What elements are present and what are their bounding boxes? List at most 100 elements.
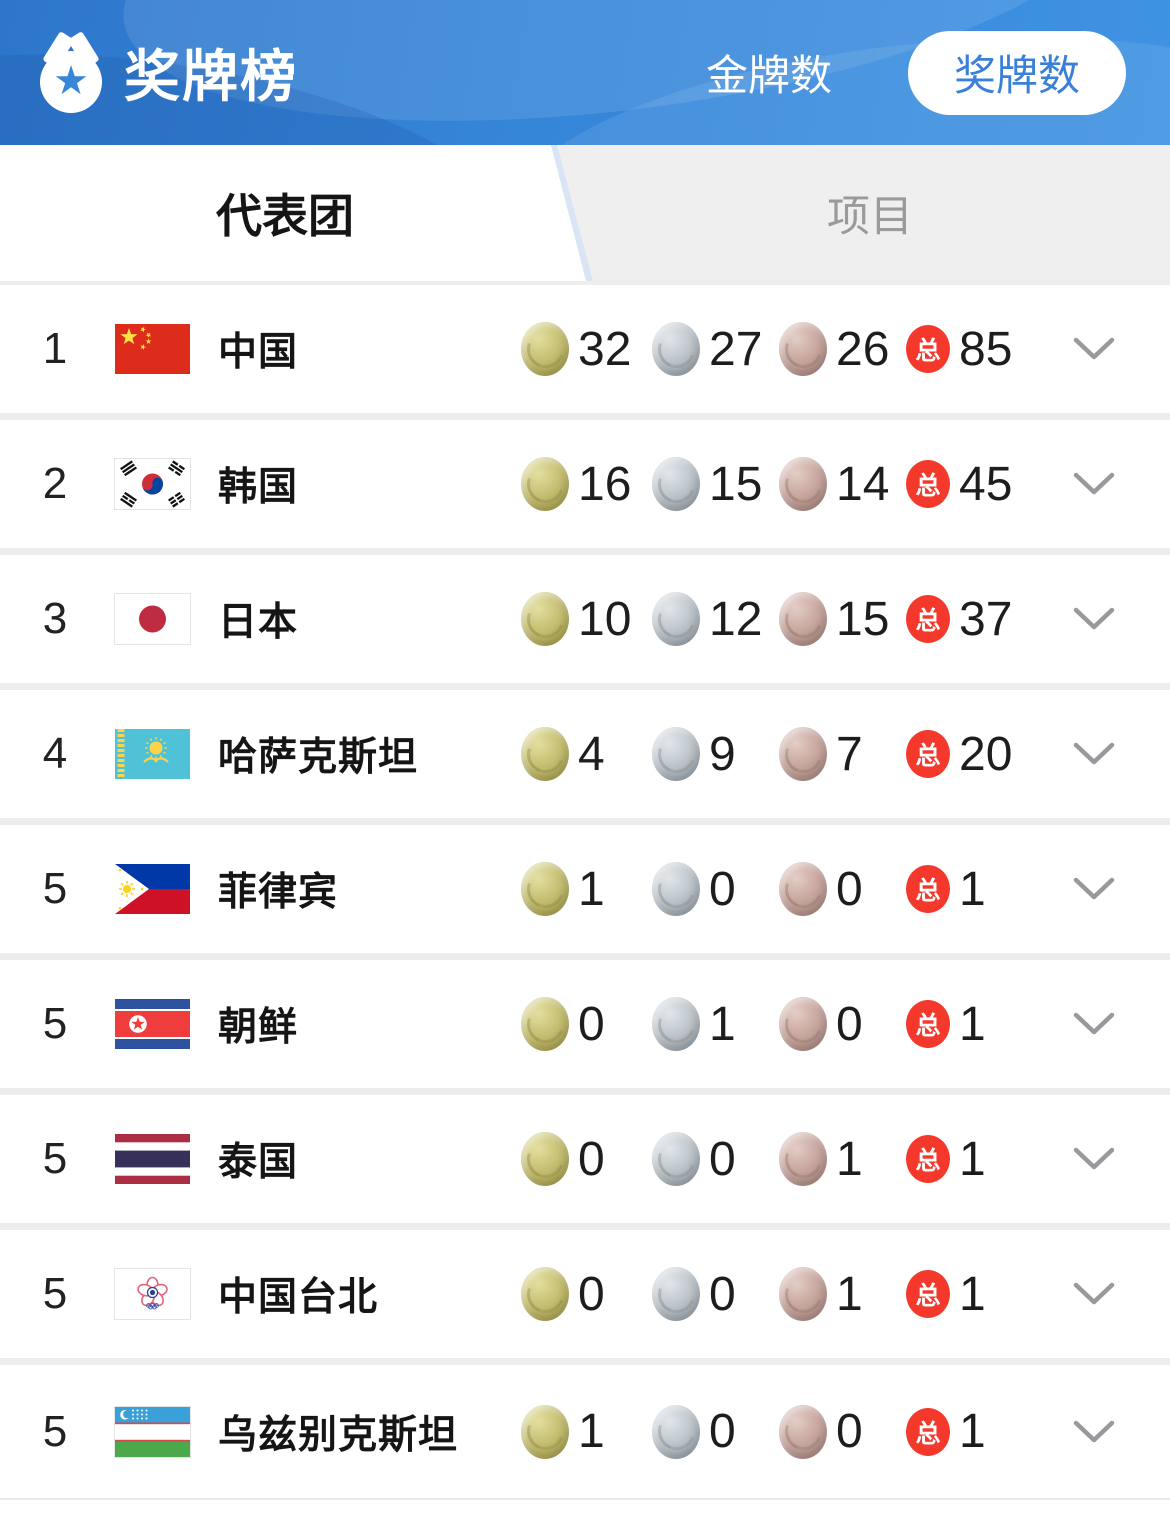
table-row[interactable]: 2 韩国 16 15 14 总 45 <box>0 420 1170 555</box>
gold-count: 1 <box>578 1405 605 1458</box>
table-row[interactable]: 5 菲律宾 1 0 0 总 1 <box>0 825 1170 960</box>
total-badge-icon: 总 <box>906 595 950 643</box>
bronze-count: 1 <box>836 1132 863 1186</box>
footer-space <box>0 1500 1170 1523</box>
bronze-medal-icon <box>779 1404 827 1459</box>
rank: 5 <box>42 864 68 913</box>
bronze-medal-icon <box>779 592 827 646</box>
silver-count: 27 <box>709 322 763 376</box>
country-name: 菲律宾 <box>218 871 339 914</box>
table-row[interactable]: 1 中国 32 27 26 总 85 <box>0 285 1170 420</box>
page-title: 奖牌榜 <box>124 45 298 108</box>
chevron-down-icon[interactable] <box>1066 1095 1122 1223</box>
flag-ph <box>115 864 190 914</box>
rank: 5 <box>42 1269 68 1318</box>
silver-count: 0 <box>709 862 736 916</box>
medal-star-icon: ★ <box>34 30 108 115</box>
bronze-count: 0 <box>836 862 863 916</box>
silver-medal-icon <box>652 1404 700 1459</box>
country-name: 泰国 <box>218 1141 299 1184</box>
bronze-medal-icon <box>779 1267 827 1321</box>
flag-kz <box>115 729 190 779</box>
total-count: 85 <box>959 322 1013 376</box>
flag-uz <box>114 1405 191 1458</box>
bronze-medal-icon <box>779 322 827 376</box>
flag-kp <box>115 999 190 1049</box>
country-name: 乌兹别克斯坦 <box>218 1413 459 1457</box>
total-badge-icon: 总 <box>906 730 950 778</box>
chevron-down-icon[interactable] <box>1066 285 1122 413</box>
table-row[interactable]: 4 哈萨克斯坦 4 9 7 总 20 <box>0 690 1170 825</box>
total-count: 20 <box>959 727 1013 781</box>
chevron-down-icon[interactable] <box>1066 825 1122 953</box>
chevron-down-icon[interactable] <box>1066 555 1122 683</box>
gold-count: 0 <box>578 997 605 1051</box>
rank: 5 <box>42 1134 68 1183</box>
rank: 5 <box>42 999 68 1048</box>
medal-table: 1 中国 32 27 26 总 85 2 韩国 16 <box>0 285 1170 1500</box>
chevron-down-icon[interactable] <box>1066 960 1122 1088</box>
silver-count: 0 <box>709 1267 736 1321</box>
table-row[interactable]: 5 中国台北 0 0 1 总 1 <box>0 1230 1170 1365</box>
rank: 5 <box>42 1406 68 1456</box>
gold-medal-icon <box>521 1404 569 1459</box>
silver-count: 1 <box>709 997 736 1051</box>
table-row[interactable]: 5 乌兹别克斯坦 1 0 0 总 1 <box>0 1365 1170 1500</box>
tab-event[interactable]: 项目 <box>827 193 913 241</box>
bronze-count: 14 <box>836 457 890 511</box>
gold-count: 32 <box>578 322 632 376</box>
total-count: 1 <box>959 862 986 916</box>
total-count: 1 <box>959 1267 986 1321</box>
silver-count: 15 <box>709 457 763 511</box>
chevron-down-icon[interactable] <box>1066 1230 1122 1358</box>
sort-tab-gold-count[interactable]: 金牌数 <box>705 52 832 99</box>
flag-kr <box>114 458 191 510</box>
category-tabbar: 代表团 项目 <box>0 145 1170 285</box>
sort-tab-medal-count-selected[interactable]: 奖牌数 <box>907 30 1126 115</box>
gold-medal-icon <box>521 457 569 511</box>
gold-medal-icon <box>521 322 569 376</box>
total-badge-icon: 总 <box>906 1135 950 1183</box>
rank: 1 <box>42 324 68 373</box>
country-name: 日本 <box>218 601 299 644</box>
chevron-down-icon[interactable] <box>1066 1365 1122 1498</box>
app-logo: ★ 奖牌榜 <box>34 30 298 115</box>
gold-count: 0 <box>578 1267 605 1321</box>
gold-count: 10 <box>578 592 632 646</box>
flag-jp <box>114 593 191 645</box>
gold-medal-icon <box>521 1267 569 1321</box>
total-count: 1 <box>959 1132 986 1186</box>
silver-count: 12 <box>709 592 763 646</box>
silver-medal-icon <box>652 1132 700 1186</box>
country-name: 哈萨克斯坦 <box>218 736 419 779</box>
bronze-medal-icon <box>779 457 827 511</box>
bronze-count: 1 <box>836 1267 863 1321</box>
total-count: 1 <box>959 997 986 1051</box>
silver-medal-icon <box>652 997 700 1051</box>
silver-medal-icon <box>652 592 700 646</box>
total-badge-icon: 总 <box>906 460 950 508</box>
flag-cn <box>115 324 190 374</box>
chevron-down-icon[interactable] <box>1066 690 1122 818</box>
tab-delegation[interactable]: 代表团 <box>216 190 354 242</box>
country-name: 朝鲜 <box>218 1006 299 1049</box>
silver-count: 0 <box>709 1405 736 1458</box>
flag-tw <box>114 1268 191 1320</box>
gold-medal-icon <box>521 997 569 1051</box>
flag-th <box>115 1134 190 1184</box>
gold-count: 1 <box>578 862 605 916</box>
table-row[interactable]: 5 朝鲜 0 1 0 总 1 <box>0 960 1170 1095</box>
gold-medal-icon <box>521 1132 569 1186</box>
chevron-down-icon[interactable] <box>1066 420 1122 548</box>
active-tab-background <box>0 145 586 281</box>
silver-medal-icon <box>652 457 700 511</box>
table-row[interactable]: 3 日本 10 12 15 总 37 <box>0 555 1170 690</box>
bronze-count: 15 <box>836 592 890 646</box>
bronze-count: 26 <box>836 322 890 376</box>
silver-count: 9 <box>709 727 736 781</box>
gold-count: 4 <box>578 727 605 781</box>
table-row[interactable]: 5 泰国 0 0 1 总 1 <box>0 1095 1170 1230</box>
rank: 2 <box>42 459 68 508</box>
bronze-count: 7 <box>836 727 863 781</box>
